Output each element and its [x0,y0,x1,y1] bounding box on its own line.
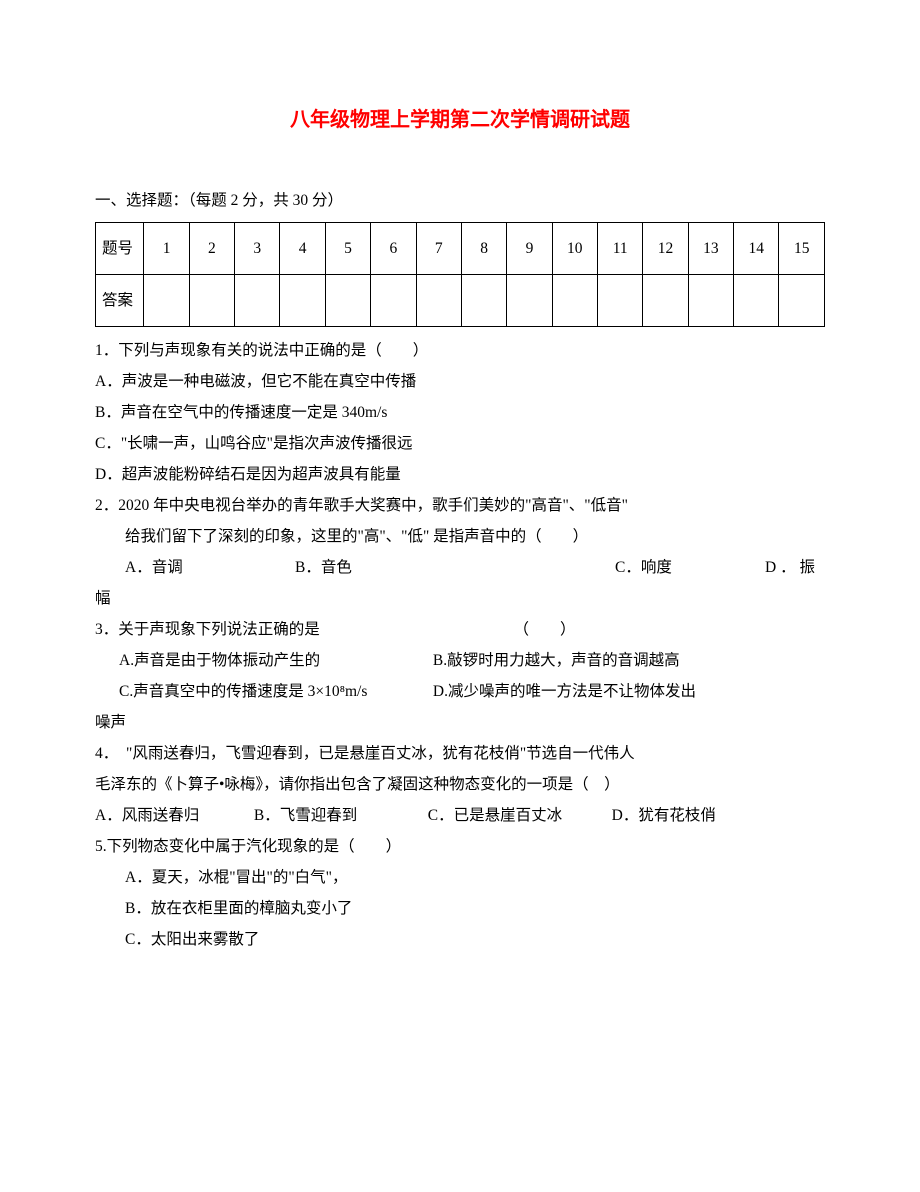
col-1: 1 [144,223,189,275]
answer-table: 题号 1 2 3 4 5 6 7 8 9 10 11 12 13 14 15 答… [95,222,825,327]
question-4: 4． "风雨送春归，飞雪迎春到，已是悬崖百丈冰，犹有花枝俏"节选自一代伟人 毛泽… [95,738,825,831]
q3-opt-a: A.声音是由于物体振动产生的 [119,645,429,676]
col-2: 2 [189,223,234,275]
q4-opt-a: A．风雨送春归 [95,800,250,831]
row-label-answer: 答案 [96,275,144,327]
col-13: 13 [688,223,733,275]
ans-8[interactable] [461,275,506,327]
ans-7[interactable] [416,275,461,327]
q1-opt-c: C．"长啸一声，山鸣谷应"是指次声波传播很远 [95,428,825,459]
q5-opt-a: A．夏天，冰棍"冒出"的"白气"， [95,862,825,893]
q3-row1: A.声音是由于物体振动产生的 B.敲锣时用力越大，声音的音调越高 [95,645,825,676]
col-10: 10 [552,223,597,275]
col-5: 5 [325,223,370,275]
col-14: 14 [734,223,779,275]
q4-opt-c: C．已是悬崖百丈冰 [428,800,608,831]
ans-6[interactable] [371,275,416,327]
q5-opt-b: B．放在衣柜里面的樟脑丸变小了 [95,893,825,924]
q3-opt-d: D.减少噪声的唯一方法是不让物体发出 [433,683,696,700]
q4-stem2: 毛泽东的《卜算子•咏梅》，请你指出包含了凝固这种物态变化的一项是（ ） [95,769,825,800]
col-4: 4 [280,223,325,275]
ans-2[interactable] [189,275,234,327]
col-11: 11 [597,223,642,275]
col-12: 12 [643,223,688,275]
q4-opt-d: D．犹有花枝俏 [612,807,716,824]
question-3: 3．关于声现象下列说法正确的是 （ ） A.声音是由于物体振动产生的 B.敲锣时… [95,614,825,738]
q2-opt-a: A．音调 [125,552,295,583]
col-3: 3 [235,223,280,275]
col-6: 6 [371,223,416,275]
ans-15[interactable] [779,275,825,327]
q2-opt-d: D ． 振 [765,552,825,583]
q3-opt-c: C.声音真空中的传播速度是 3×10⁸m/s [119,676,429,707]
q2-stem1: 2．2020 年中央电视台举办的青年歌手大奖赛中，歌手们美妙的"高音"、"低音" [95,490,825,521]
col-8: 8 [461,223,506,275]
q2-opt-c: C．响度 [615,552,765,583]
section-header: 一、选择题：（每题 2 分，共 30 分） [95,185,825,216]
q3-row2: C.声音真空中的传播速度是 3×10⁸m/s D.减少噪声的唯一方法是不让物体发… [95,676,825,707]
col-9: 9 [507,223,552,275]
col-15: 15 [779,223,825,275]
ans-9[interactable] [507,275,552,327]
q2-opt-b: B．音色 [295,552,615,583]
q1-stem: 1．下列与声现象有关的说法中正确的是（ ） [95,335,825,366]
ans-5[interactable] [325,275,370,327]
q5-stem: 5.下列物态变化中属于汽化现象的是（ ） [95,831,825,862]
ans-12[interactable] [643,275,688,327]
table-row-numbers: 题号 1 2 3 4 5 6 7 8 9 10 11 12 13 14 15 [96,223,825,275]
col-7: 7 [416,223,461,275]
question-2: 2．2020 年中央电视台举办的青年歌手大奖赛中，歌手们美妙的"高音"、"低音"… [95,490,825,614]
q1-opt-d: D．超声波能粉碎结石是因为超声波具有能量 [95,459,825,490]
row-label-qnum: 题号 [96,223,144,275]
ans-14[interactable] [734,275,779,327]
ans-4[interactable] [280,275,325,327]
ans-11[interactable] [597,275,642,327]
q2-options-row: A．音调 B．音色 C．响度 D ． 振 [95,552,825,583]
q4-stem1: 4． "风雨送春归，飞雪迎春到，已是悬崖百丈冰，犹有花枝俏"节选自一代伟人 [95,738,825,769]
page-title: 八年级物理上学期第二次学情调研试题 [95,100,825,140]
q3-opt-d2: 噪声 [95,707,825,738]
q1-opt-a: A．声波是一种电磁波，但它不能在真空中传播 [95,366,825,397]
q1-opt-b: B．声音在空气中的传播速度一定是 340m/s [95,397,825,428]
q2-stem2: 给我们留下了深刻的印象，这里的"高"、"低" 是指声音中的（ ） [95,521,825,552]
q3-opt-b: B.敲锣时用力越大，声音的音调越高 [433,652,680,669]
ans-3[interactable] [235,275,280,327]
question-5: 5.下列物态变化中属于汽化现象的是（ ） A．夏天，冰棍"冒出"的"白气"， B… [95,831,825,955]
q4-options: A．风雨送春归 B．飞雪迎春到 C．已是悬崖百丈冰 D．犹有花枝俏 [95,800,825,831]
q2-opt-d2: 幅 [95,583,825,614]
table-row-answers: 答案 [96,275,825,327]
q4-opt-b: B．飞雪迎春到 [254,800,424,831]
ans-10[interactable] [552,275,597,327]
ans-13[interactable] [688,275,733,327]
question-1: 1．下列与声现象有关的说法中正确的是（ ） A．声波是一种电磁波，但它不能在真空… [95,335,825,490]
q3-stem: 3．关于声现象下列说法正确的是 （ ） [95,614,825,645]
q5-opt-c: C．太阳出来雾散了 [95,924,825,955]
ans-1[interactable] [144,275,189,327]
